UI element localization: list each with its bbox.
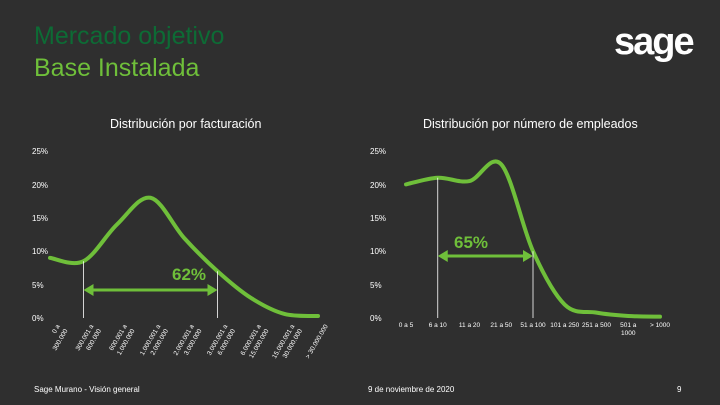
- xtick-label-line: 0 a: [51, 323, 62, 335]
- xtick-label: 501 a 1000: [620, 322, 637, 337]
- data-point-2: [115, 222, 119, 226]
- chart-facturacion: 0 a300.000 300.001 a600.000 600.001 a1.000…: [44, 195, 330, 364]
- data-point-3: [149, 196, 152, 200]
- slide-title-line1: Mercado objetivo: [34, 22, 225, 50]
- ytick-label: 0%: [32, 314, 44, 323]
- xtick-label-line: 6 a 10: [429, 322, 447, 329]
- xtick-label: > 30.000.000: [305, 323, 330, 360]
- ytick-label: 5%: [370, 281, 382, 290]
- footer-date: 9 de noviembre de 2020: [368, 385, 455, 394]
- data-point-6: [595, 311, 598, 315]
- share-label-62: 62%: [172, 265, 207, 284]
- xtick-label: > 1000: [650, 322, 670, 329]
- data-point-8: [316, 314, 320, 318]
- xtick-label: 6 a 10: [429, 322, 447, 329]
- xtick-label: 300.001 a600.000: [75, 323, 104, 356]
- page-number: 9: [677, 385, 682, 394]
- xtick-label-line: > 1000: [650, 322, 670, 329]
- ytick-label: 5%: [32, 281, 44, 290]
- xtick-label: 6.000.001 a15.000.000: [239, 323, 270, 361]
- data-point-6: [249, 296, 253, 300]
- xtick-label-line: 51 a 100: [520, 322, 546, 329]
- xtick-label: 600.001 a1.000.000: [108, 323, 137, 356]
- xtick-label-line: 21 a 50: [490, 322, 512, 329]
- xtick-label: 3.000.001 a6.000.000: [206, 323, 237, 361]
- share-arrow-head-left: [83, 284, 94, 296]
- data-point-0: [48, 256, 52, 260]
- xtick-label-line: 11 a 20: [459, 322, 481, 329]
- ytick-label: 15%: [32, 214, 49, 223]
- share-label-65: 65%: [454, 233, 489, 252]
- data-point-8: [658, 315, 662, 319]
- ytick-label: 25%: [370, 147, 387, 156]
- xtick-label: 0 a300.000: [44, 323, 70, 352]
- ytick-label: 20%: [32, 181, 49, 190]
- ytick-label: 25%: [32, 147, 49, 156]
- xtick-label: 1.000.001 a2.000.000: [139, 323, 170, 361]
- xtick-label-line: 251 a 500: [582, 322, 611, 329]
- xtick-label: 0 a 5: [399, 322, 414, 329]
- xtick-label: 2.000.001 a3.000.000: [172, 323, 203, 361]
- share-arrow-head-left: [437, 250, 448, 262]
- data-point-5: [563, 303, 567, 307]
- xtick-label-line: 1000: [621, 330, 636, 337]
- data-point-7: [283, 312, 286, 316]
- data-point-2: [468, 179, 471, 183]
- ytick-label: 10%: [32, 247, 49, 256]
- xtick-label-line: 0 a 5: [399, 322, 414, 329]
- sage-logo: sage: [614, 21, 695, 63]
- xtick-label: 51 a 100: [520, 322, 546, 329]
- slide-title-line2: Base Instalada: [34, 54, 200, 82]
- data-point-0: [404, 182, 408, 186]
- ytick-label: 10%: [370, 247, 387, 256]
- xtick-label: 15.000.001 a30.000.000: [271, 323, 304, 364]
- xtick-label-line: 501 a: [620, 322, 637, 329]
- share-arrow-head-right: [207, 284, 218, 296]
- ytick-label: 20%: [370, 181, 387, 190]
- chart-empleados: 0 a 5 6 a 10 11 a 20 21 a 50 51 a 100 101 a 2…: [399, 159, 670, 337]
- footer-left-text: Sage Murano - Visión general: [34, 385, 140, 394]
- share-arrow-head-right: [523, 250, 533, 262]
- series-line: [48, 195, 320, 319]
- xtick-label-line: > 30.000.000: [305, 323, 330, 360]
- xtick-label: 101 a 250: [550, 322, 579, 329]
- ytick-label: 0%: [370, 314, 382, 323]
- xtick-label-line: 101 a 250: [550, 322, 579, 329]
- data-point-3: [499, 162, 503, 166]
- xtick-label: 251 a 500: [582, 322, 611, 329]
- xtick-label: 11 a 20: [459, 322, 481, 329]
- data-point-4: [182, 236, 186, 240]
- ytick-label: 15%: [370, 214, 387, 223]
- chart-title-empleados: Distribución por número de empleados: [423, 117, 638, 131]
- chart-title-facturacion: Distribución por facturación: [110, 117, 262, 131]
- xtick-label: 21 a 50: [490, 322, 512, 329]
- data-point-7: [626, 314, 630, 318]
